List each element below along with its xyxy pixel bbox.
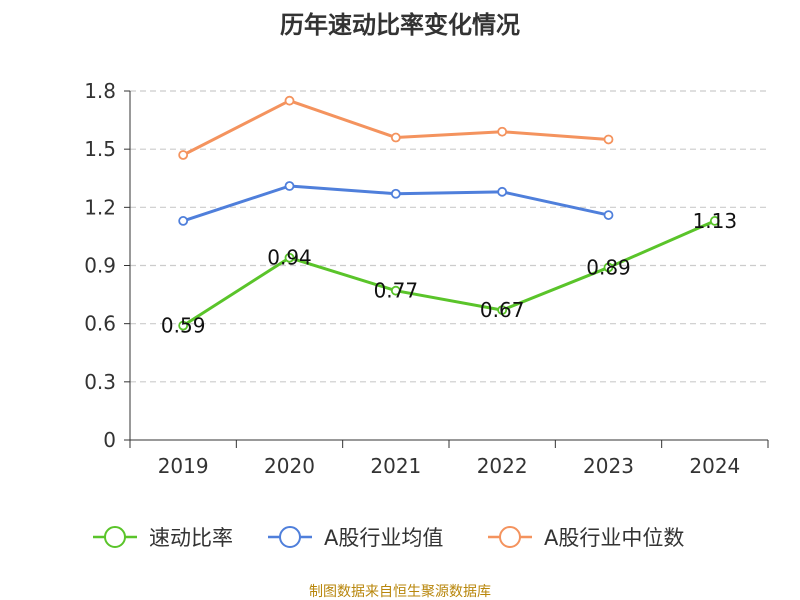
data-point: [178, 320, 189, 331]
data-point: [603, 262, 614, 273]
legend-marker: [499, 526, 521, 548]
x-tick-label: 2022: [477, 454, 528, 478]
source-note: 制图数据来自恒生聚源数据库: [309, 584, 491, 600]
data-point: [497, 186, 508, 197]
data-label: 0.94: [267, 246, 312, 270]
data-point: [284, 252, 295, 263]
gridlines: [130, 90, 768, 383]
data-point: [178, 216, 189, 226]
axes: 0 0.3 0.6 0.9 1.2 1.5 1.8 2019 2020 2021 2022 2023 2…: [84, 79, 769, 478]
y-tick-label: 1.5: [84, 137, 116, 161]
legend-marker: [104, 526, 126, 548]
y-tick-label: 0.9: [84, 254, 116, 278]
data-point: [390, 188, 401, 199]
series-line: [181, 99, 610, 157]
data-point: [284, 95, 295, 106]
x-tick-label: 2019: [158, 454, 209, 478]
x-tick-label: 2023: [583, 454, 634, 478]
y-tick-label: 1.2: [84, 195, 116, 219]
legend-label: A股行业均值: [324, 526, 443, 550]
y-tick-label: 0.3: [84, 370, 116, 394]
data-point: [390, 285, 401, 296]
data-point: [603, 210, 614, 220]
series-group: [178, 95, 720, 331]
legend-label: A股行业中位数: [544, 526, 684, 550]
data-label: 0.89: [586, 255, 631, 279]
data-point: [497, 305, 508, 315]
data-point: [603, 134, 614, 145]
data-point: [178, 150, 189, 160]
y-tick-label: 1.8: [84, 79, 116, 103]
data-point: [709, 216, 720, 226]
chart-title: 历年速动比率变化情况: [280, 11, 520, 39]
data-label: 0.77: [374, 279, 419, 303]
data-label: 1.13: [693, 209, 738, 233]
legend-label: 速动比率: [149, 526, 233, 550]
x-tick-label: 2024: [689, 454, 740, 478]
data-label: 0.59: [161, 314, 206, 338]
data-labels: 0.59 0.94 0.77 0.67 0.89 1.13: [161, 209, 737, 338]
data-label: 0.67: [480, 298, 525, 322]
x-tick-label: 2020: [264, 454, 315, 478]
data-point: [284, 181, 295, 191]
y-tick-label: 0: [103, 428, 116, 452]
x-tick-label: 2021: [370, 454, 421, 478]
legend-marker: [279, 526, 301, 548]
y-tick-label: 0.6: [84, 312, 116, 336]
data-point: [497, 126, 508, 137]
series-line: [181, 219, 717, 328]
legend: 速动比率 A股行业均值 A股行业中位数: [93, 526, 684, 550]
data-point: [390, 132, 401, 143]
